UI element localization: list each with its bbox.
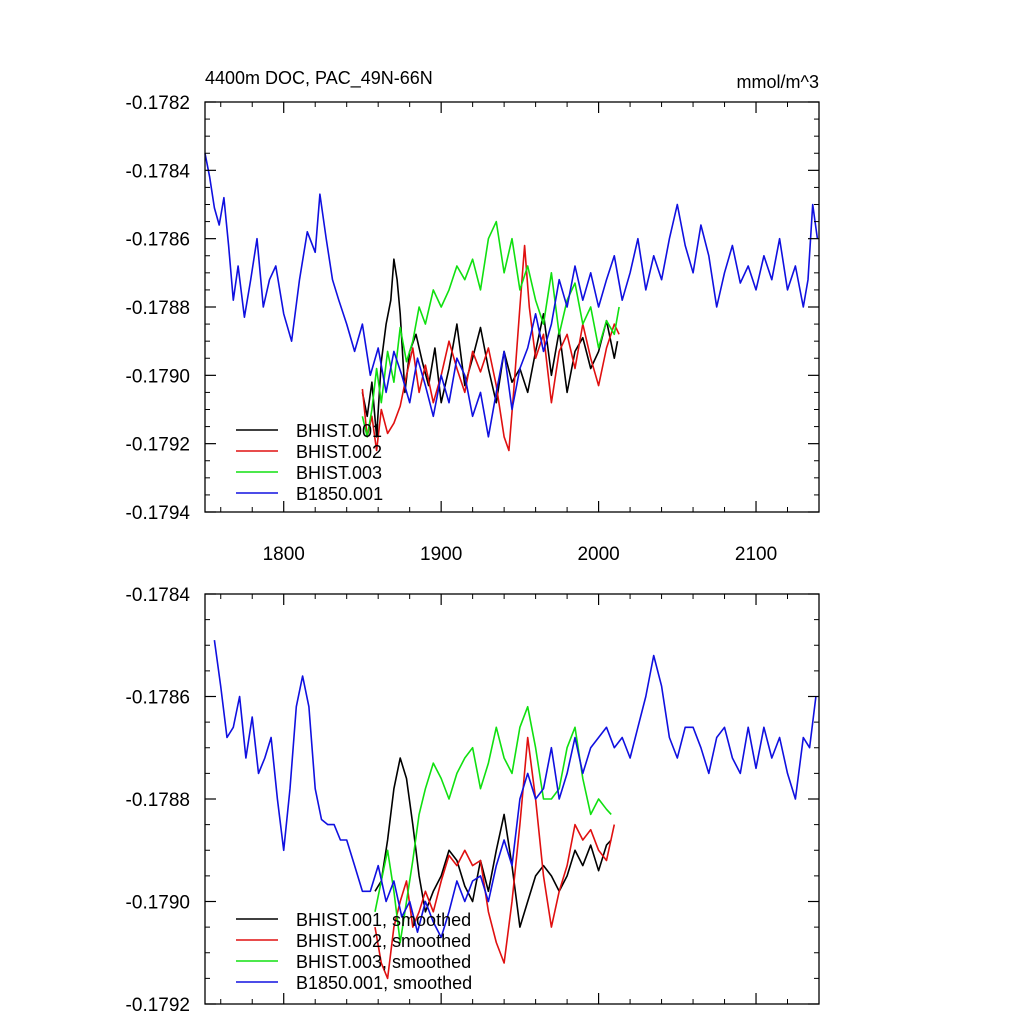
top-x-tick-label: 2000 (577, 544, 619, 565)
bottom-y-tick-label: -0.1786 (126, 688, 190, 709)
top-y-tick-label: -0.1788 (126, 298, 190, 319)
bottom-panel: -0.1792 -0.1790 -0.1788 -0.1786 -0.1784 BHIST… (126, 585, 820, 1016)
bottom-series-line-1 (374, 736, 616, 980)
top-chart-units: mmol/m^3 (737, 72, 819, 92)
bottom-y-tick-label: -0.1790 (126, 893, 190, 914)
top-legend-label-3: B1850.001 (296, 484, 383, 504)
top-series-line-2 (361, 220, 620, 438)
bottom-legend-label-3: B1850.001, smoothed (296, 973, 472, 993)
top-y-tick-label: -0.1782 (126, 93, 190, 114)
top-y-tick-label: -0.1790 (126, 366, 190, 387)
bottom-series-line-2 (374, 705, 612, 944)
bottom-series-line-0 (374, 757, 612, 928)
bottom-legend-label-0: BHIST.001, smoothed (296, 910, 471, 930)
top-panel: 4400m DOC, PAC_49N-66N mmol/m^3 -0.1794 -… (126, 68, 820, 565)
bottom-y-tick-label: -0.1788 (126, 790, 190, 811)
bottom-legend-label-2: BHIST.003, smoothed (296, 952, 471, 972)
top-series-line-1 (361, 244, 620, 452)
top-y-tick-label: -0.1786 (126, 230, 190, 251)
top-x-tick-label: 2100 (735, 544, 777, 565)
bottom-y-tick-label: -0.1792 (126, 995, 190, 1016)
top-chart-title: 4400m DOC, PAC_49N-66N (205, 68, 433, 89)
top-legend-label-0: BHIST.001 (296, 421, 382, 441)
bottom-legend-label-1: BHIST.002, smoothed (296, 931, 471, 951)
bottom-y-tick-label: -0.1784 (126, 585, 191, 606)
top-series-line-3 (204, 153, 819, 438)
top-x-tick-label: 1800 (263, 544, 305, 565)
bottom-series-line-3 (213, 639, 817, 939)
top-y-tick-label: -0.1792 (126, 435, 190, 456)
top-x-tick-label: 1900 (420, 544, 462, 565)
top-y-tick-label: -0.1784 (126, 161, 191, 182)
top-y-tick-label: -0.1794 (126, 503, 191, 524)
top-legend-label-2: BHIST.003 (296, 463, 382, 483)
top-legend-label-1: BHIST.002 (296, 442, 382, 462)
